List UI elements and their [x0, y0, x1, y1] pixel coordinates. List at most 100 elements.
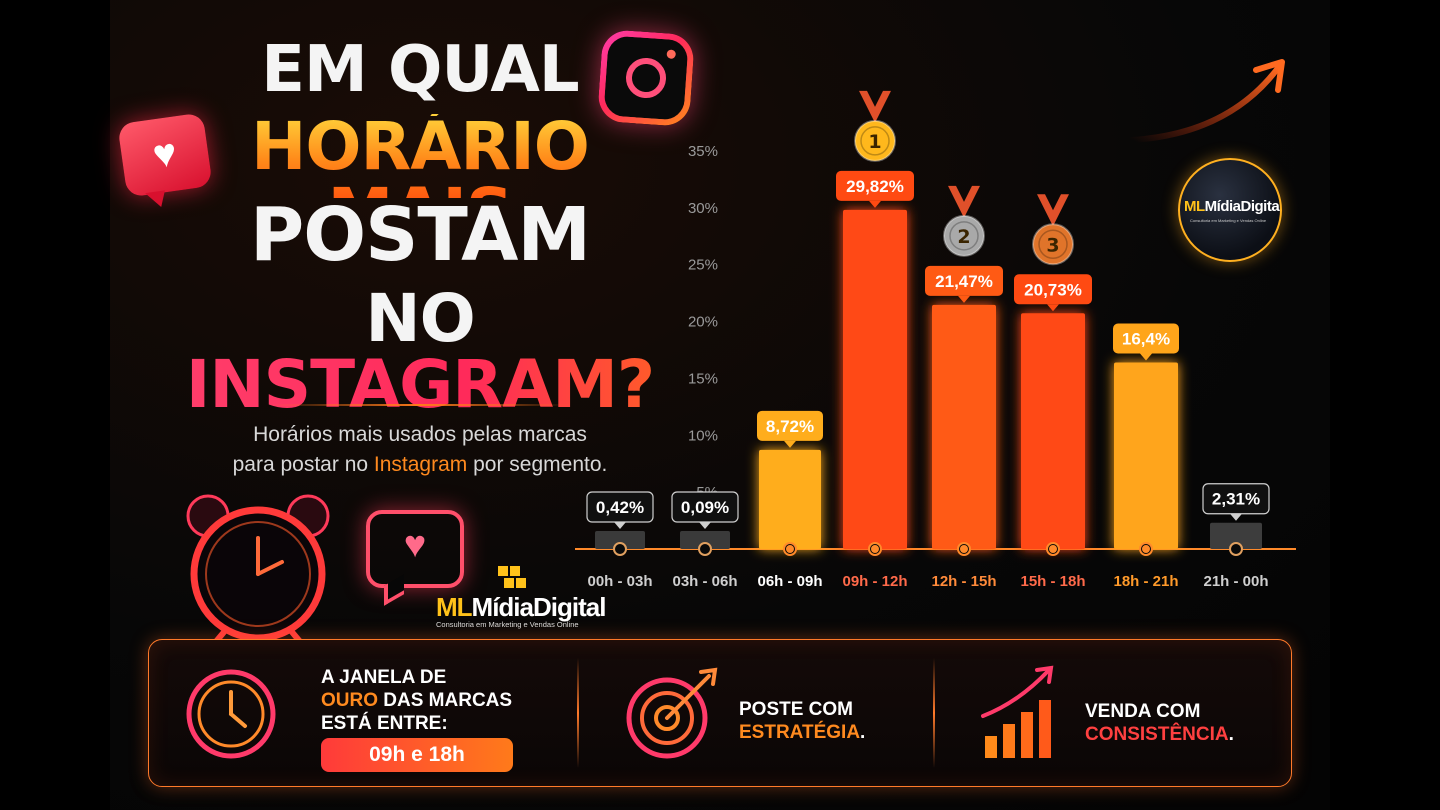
consistency-line-1: VENDA COM	[1085, 701, 1201, 722]
bar	[759, 449, 821, 549]
medal-icon	[943, 214, 985, 257]
value-label: 0,42%	[596, 498, 644, 517]
strategy-line-1: POSTE COM	[739, 699, 854, 720]
brand-blocks	[498, 566, 538, 596]
value-label-pointer	[869, 200, 881, 208]
value-label-box	[925, 265, 1003, 296]
strategy-accent: ESTRATÉGIA	[739, 722, 861, 743]
x-tick-label: 00h - 03h	[587, 573, 652, 590]
axis-marker-fill	[960, 545, 968, 553]
headline-no: NO	[365, 280, 475, 357]
medal-ring	[860, 126, 890, 156]
axis-marker	[698, 542, 712, 556]
golden-rest: DAS MARCAS	[378, 690, 513, 711]
target-arrow-icon	[626, 667, 718, 759]
value-label-box	[1113, 323, 1179, 354]
subtitle-pre: para postar no	[232, 453, 374, 476]
y-tick-label: 35%	[688, 143, 718, 160]
golden-window-text: A JANELA DE OURO DAS MARCAS ESTÁ ENTRE:	[321, 666, 512, 735]
alarm-clock-icon	[186, 494, 330, 647]
value-label-pointer	[1140, 353, 1152, 361]
axis-marker	[1229, 542, 1243, 556]
brand-tagline: Consultoria em Marketing e Vendas Online	[436, 620, 579, 629]
golden-line-1: A JANELA DE	[321, 667, 447, 688]
bar	[843, 209, 907, 550]
y-tick-label: 15%	[688, 370, 718, 387]
headline-instagram: INSTAGRAM?	[185, 346, 655, 423]
y-tick-label: 30%	[688, 200, 718, 217]
golden-line-3: ESTÁ ENTRE:	[321, 713, 448, 734]
value-label: 21,47%	[935, 272, 993, 291]
value-label-pointer	[784, 440, 796, 448]
x-tick-label: 06h - 09h	[757, 573, 822, 590]
value-label-pointer	[699, 522, 711, 529]
x-tick-label: 03h - 06h	[672, 573, 737, 590]
bar	[595, 531, 645, 549]
subtitle-line-2: para postar no Instagram por segmento.	[160, 450, 680, 480]
value-label-pointer	[614, 522, 626, 529]
strategy-text: POSTE COM ESTRATÉGIA.	[739, 698, 865, 744]
bar	[1114, 362, 1178, 549]
medal-rank: 3	[1046, 234, 1059, 256]
medal-icon	[1032, 223, 1074, 266]
heart-outline-bubble-icon: ♥	[366, 510, 464, 588]
headline-line-4: NO INSTAGRAM?	[150, 286, 690, 418]
value-label: 20,73%	[1024, 280, 1082, 299]
bar	[1021, 313, 1085, 549]
bar	[1210, 522, 1262, 549]
badge-tagline: Consultoria em Marketing e Vendas Online	[1190, 218, 1267, 223]
badge-name: MídiaDigital	[1204, 198, 1282, 215]
y-tick-label: 20%	[688, 314, 718, 331]
headline: EM QUAL HORÁRIO MAIS POSTAM NO INSTAGRAM…	[150, 33, 690, 418]
brand-badge: MLMídiaDigital Consultoria em Marketing …	[1178, 158, 1282, 262]
x-tick-label: 15h - 18h	[1020, 573, 1085, 590]
x-tick-label: 21h - 00h	[1203, 573, 1268, 590]
medal-rank: 1	[868, 131, 881, 153]
value-label-box	[1014, 274, 1092, 305]
value-label-pointer	[958, 295, 970, 303]
axis-marker-fill	[786, 545, 794, 553]
subtitle-post: por segmento.	[467, 453, 608, 476]
headline-line-1: EM QUAL	[261, 33, 579, 107]
trend-arrow-icon	[1129, 59, 1285, 143]
growth-bars-icon	[981, 665, 1054, 758]
brand-wordmark: MLMídiaDigital	[436, 592, 607, 623]
brand-name: MídiaDigital	[471, 592, 607, 622]
medal-ribbon	[1037, 194, 1069, 227]
x-tick-label: 18h - 21h	[1113, 573, 1178, 590]
subtitle: Horários mais usados pelas marcas para p…	[160, 420, 680, 480]
right-letterbox	[1330, 0, 1440, 810]
medal-ring	[949, 221, 979, 251]
value-label-pointer	[1047, 304, 1059, 312]
medal-ribbon	[859, 90, 891, 123]
value-label: 2,31%	[1212, 490, 1260, 509]
value-label: 16,4%	[1122, 330, 1170, 349]
strip-divider-1	[577, 658, 579, 768]
y-tick-label: 25%	[688, 257, 718, 274]
axis-marker-fill	[1049, 545, 1057, 553]
x-tick-label: 12h - 15h	[931, 573, 996, 590]
value-label-box	[757, 410, 823, 441]
brand-ml: ML	[436, 592, 473, 622]
strip-divider-2	[933, 658, 935, 768]
headline-line-3: POSTAM	[249, 192, 591, 278]
consistency-text: VENDA COM CONSISTÊNCIA.	[1085, 700, 1234, 746]
brand-logo: MLMídiaDigital Consultoria em Marketing …	[436, 566, 606, 632]
subtitle-highlight: Instagram	[373, 453, 468, 476]
subtitle-line-1: Horários mais usados pelas marcas	[253, 423, 587, 446]
golden-window-pill: 09h e 18h	[321, 738, 513, 772]
medal-icon	[854, 119, 896, 162]
medal-ribbon	[948, 185, 980, 218]
bar	[932, 304, 996, 549]
value-label-box	[836, 170, 914, 201]
headline-line-2: HORÁRIO MAIS	[150, 114, 690, 246]
x-tick-label: 09h - 12h	[842, 573, 907, 590]
takeaways-strip: A JANELA DE OURO DAS MARCAS ESTÁ ENTRE: …	[148, 639, 1292, 787]
value-label-pointer	[1230, 513, 1242, 521]
bar	[680, 531, 730, 549]
consistency-dot: .	[1228, 724, 1234, 745]
strategy-dot: .	[860, 722, 866, 743]
value-label: 29,82%	[846, 177, 904, 196]
y-tick-label: 10%	[688, 427, 718, 444]
